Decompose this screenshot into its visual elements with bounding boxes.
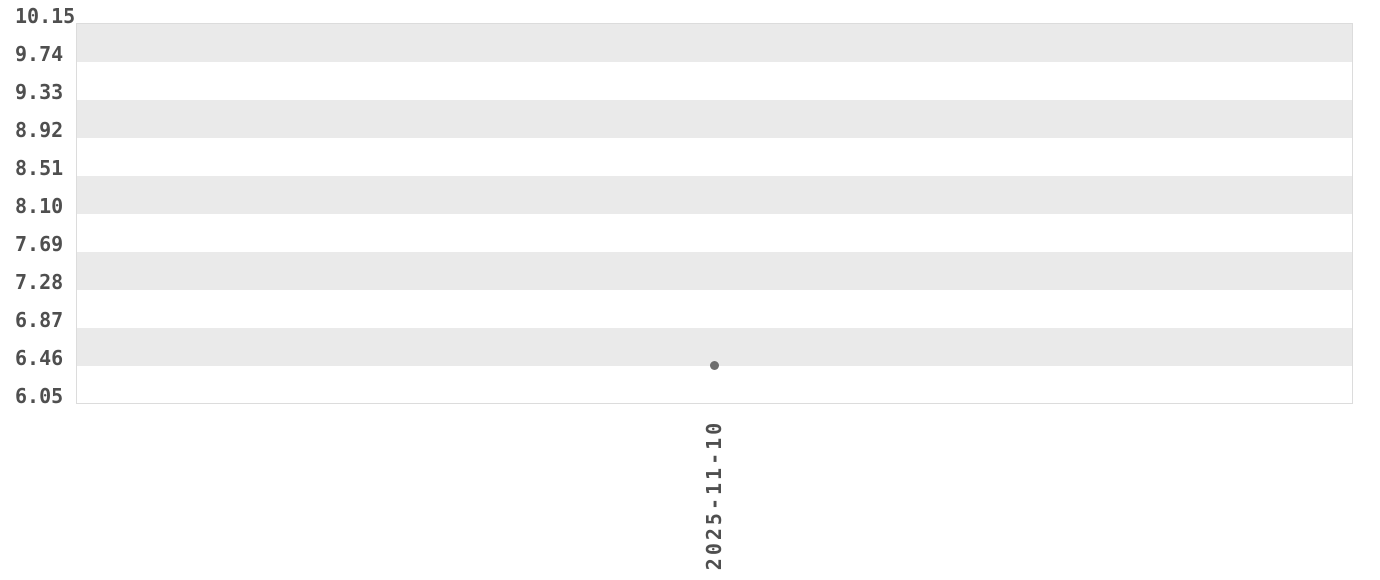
y-tick-label: 8.92 xyxy=(15,118,64,142)
y-tick-label: 10.15 xyxy=(15,4,76,28)
x-tick-label: 2025-11-10 xyxy=(702,419,726,571)
y-tick-label: 6.46 xyxy=(15,346,64,370)
y-tick-label: 9.74 xyxy=(15,42,64,66)
y-tick-label: 7.28 xyxy=(15,270,64,294)
y-tick-label: 9.33 xyxy=(15,80,64,104)
y-tick-label: 7.69 xyxy=(15,232,64,256)
y-tick-label: 6.05 xyxy=(15,384,64,408)
y-tick-label: 8.10 xyxy=(15,194,64,218)
y-tick-label: 6.87 xyxy=(15,308,64,332)
data-point xyxy=(710,361,719,371)
plot-area xyxy=(76,23,1353,404)
y-tick-label: 8.51 xyxy=(15,156,64,180)
